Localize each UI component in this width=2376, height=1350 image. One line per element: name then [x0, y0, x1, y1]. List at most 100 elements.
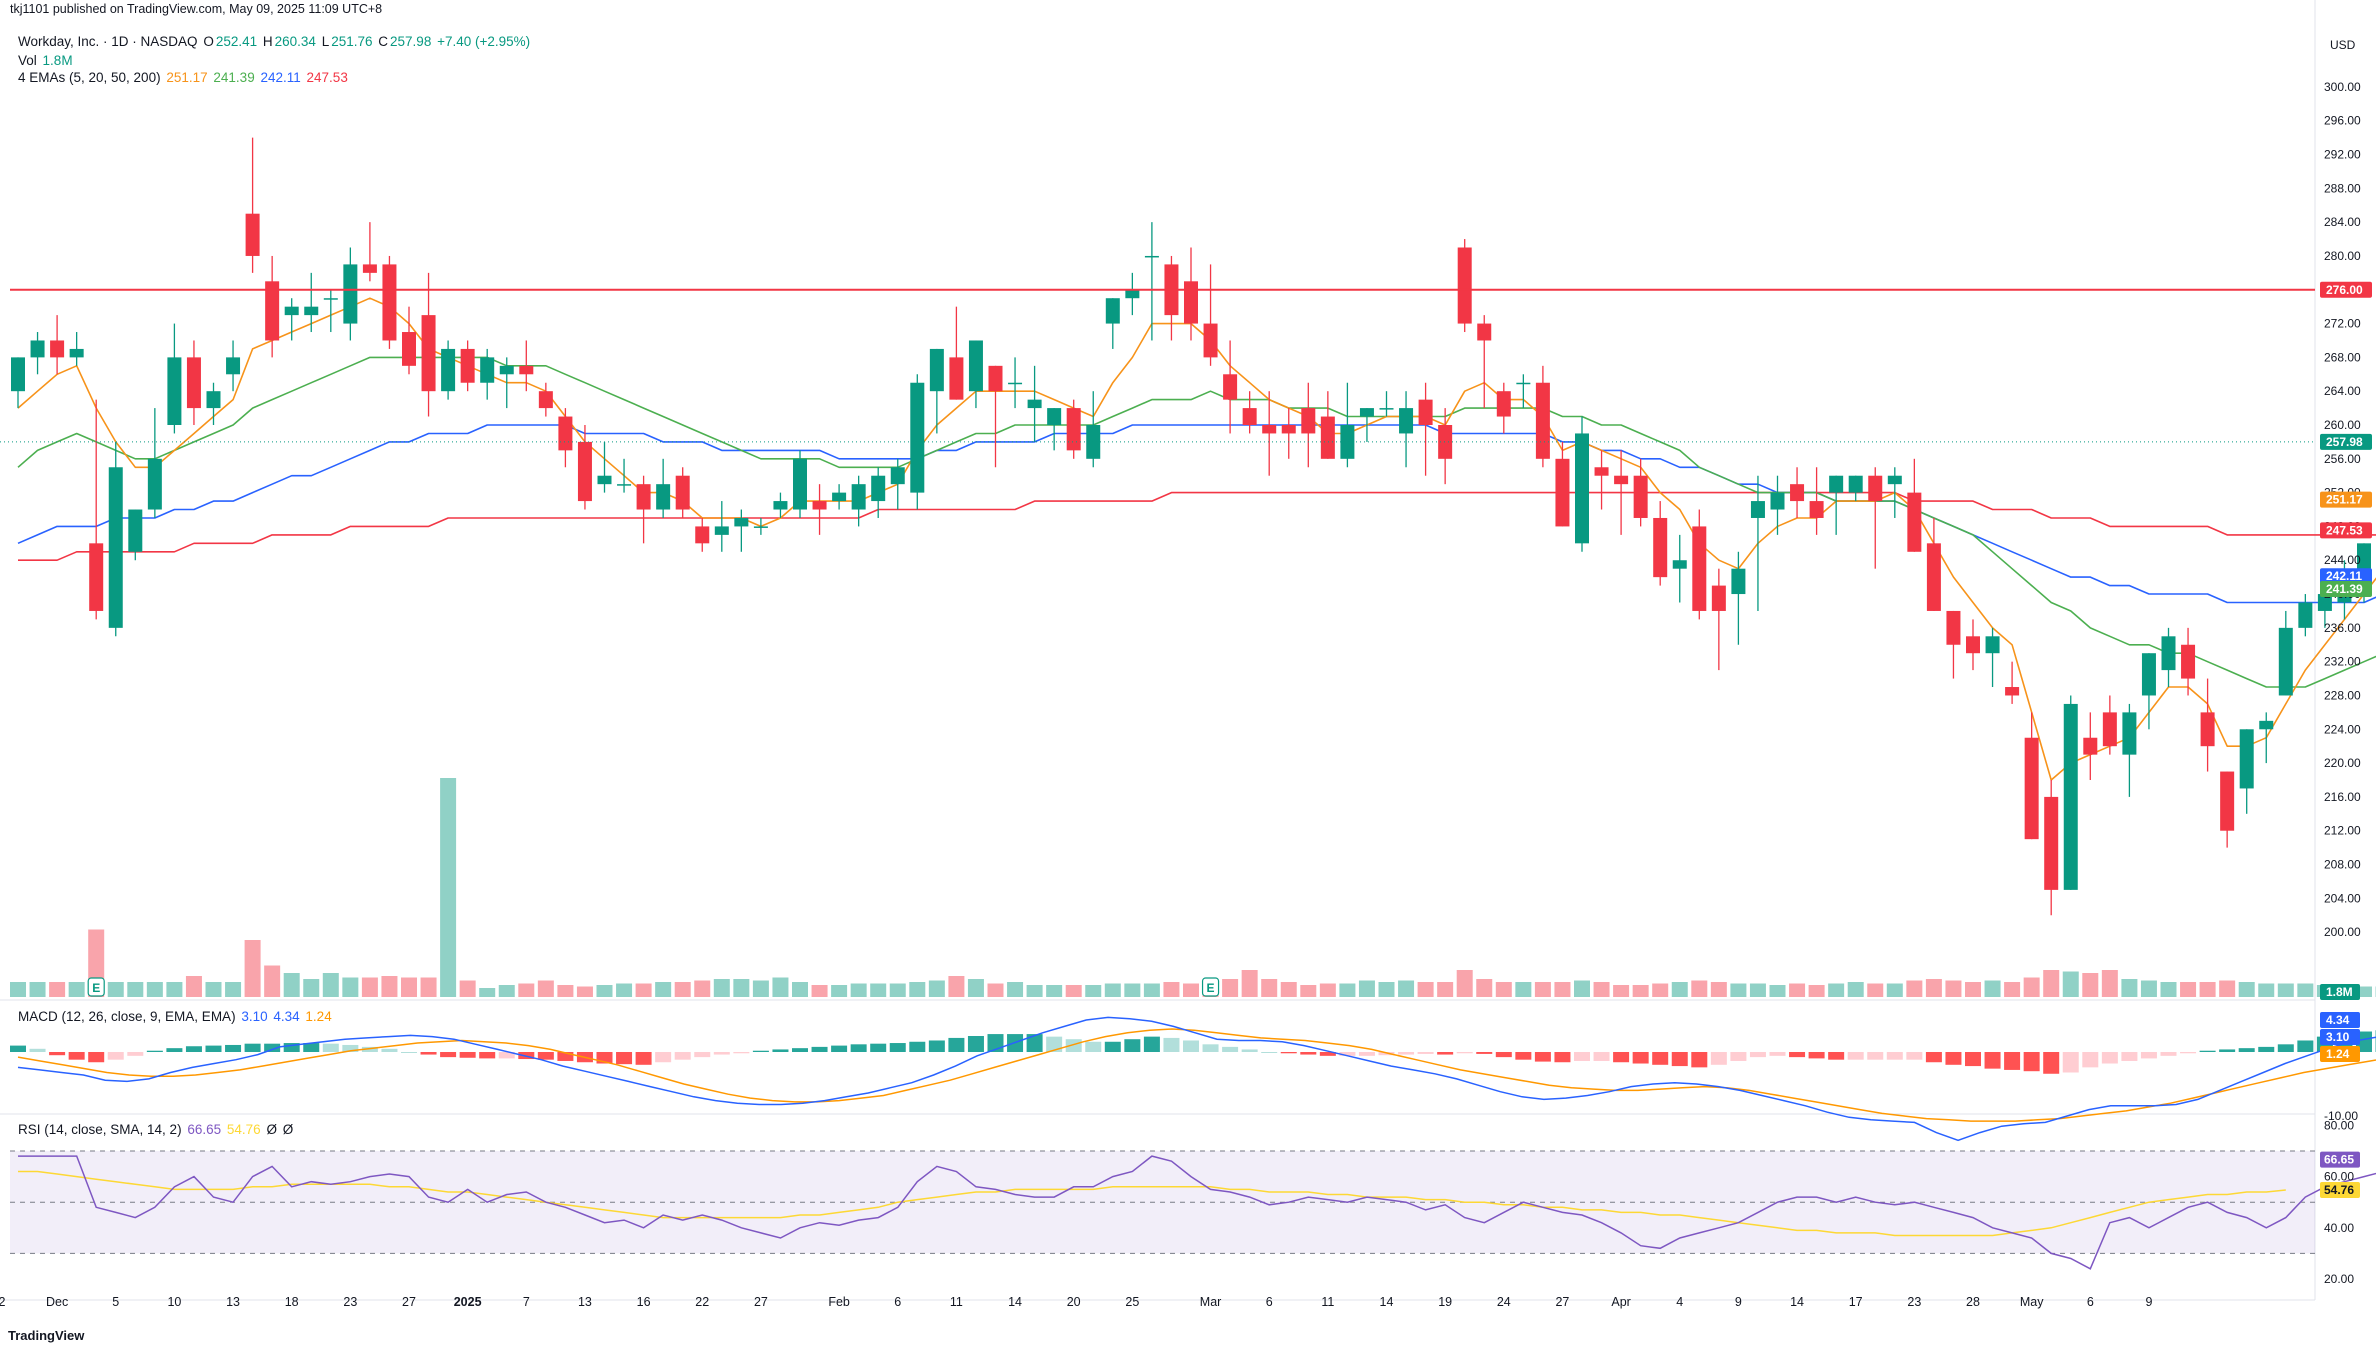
volume-bar: [772, 977, 789, 997]
candle-body: [1184, 281, 1198, 324]
ema50-axis-label: 242.11: [2326, 569, 2362, 583]
rsi-axis-label: 66.65: [2324, 1153, 2354, 1167]
ohlc-close: 257.98: [390, 34, 432, 49]
time-tick: 4: [1676, 1295, 1683, 1309]
macd-value: 4.34: [273, 1009, 300, 1024]
price-tick: 256.00: [2324, 452, 2361, 466]
candle-body: [519, 365, 534, 375]
candle-body: [1047, 408, 1062, 425]
volume-bar: [1319, 983, 1336, 997]
time-tick: 20: [1067, 1295, 1081, 1309]
rsi-axis-label-bg: [2320, 1182, 2360, 1199]
ema200-axis-label: 247.53: [2326, 523, 2363, 537]
volume-bar: [440, 778, 457, 997]
candle-body: [793, 458, 807, 510]
macd-hist-bar: [713, 1052, 730, 1055]
time-tick: 16: [637, 1295, 651, 1309]
volume-bar: [225, 982, 242, 997]
time-tick: 27: [402, 1295, 416, 1309]
macd-hist-bar: [1593, 1052, 1610, 1061]
macd-hist-bar: [2082, 1052, 2099, 1068]
time-tick: 2025: [454, 1295, 482, 1309]
macd-axis-label: 4.34: [2326, 1013, 2350, 1027]
macd-hist-bar: [537, 1052, 554, 1060]
volume-bar: [811, 985, 828, 997]
candle-body: [1848, 475, 1863, 493]
candle-body: [206, 391, 221, 409]
candle-body: [1692, 526, 1707, 611]
volume-bar: [2238, 982, 2255, 997]
candle-body: [460, 348, 475, 383]
macd-hist-bar: [1808, 1052, 1825, 1059]
volume-bar: [420, 977, 437, 997]
volume-bar: [1632, 985, 1649, 997]
currency-label[interactable]: USD: [2330, 38, 2356, 52]
candle-body: [1203, 323, 1218, 358]
volume-bar: [1495, 982, 1512, 997]
time-tick: 9: [2145, 1295, 2152, 1309]
candle-body: [2083, 737, 2098, 755]
time-tick: 22: [695, 1295, 709, 1309]
macd-hist-bar: [2101, 1052, 2118, 1064]
macd-hist-bar: [146, 1050, 163, 1052]
rsi-pane[interactable]: 80.00 60.00 40.00 20.00 66.65 54.76: [10, 1118, 2376, 1286]
macd-hist-bar: [1515, 1052, 1532, 1060]
macd-axis-label: 3.10: [2326, 1030, 2350, 1044]
volume-bar: [1925, 979, 1942, 997]
candle-body: [1438, 424, 1453, 459]
macd-pane[interactable]: 0-10.004.343.101.24: [10, 1012, 2376, 1142]
candle-body: [1399, 408, 1414, 434]
candle-body: [2005, 687, 2020, 696]
macd-hist-bar: [655, 1052, 672, 1063]
candle-body: [2357, 543, 2371, 569]
volume-bar: [537, 980, 554, 997]
candle-body: [1770, 492, 1785, 510]
volume-bar: [1085, 985, 1102, 997]
price-tick: 244.00: [2324, 553, 2361, 567]
candle-body: [1301, 408, 1316, 434]
volume-bar: [1007, 982, 1024, 997]
macd-hist-bar: [10, 1045, 26, 1052]
volume-bar: [1828, 983, 1845, 997]
time-tick: 6: [2087, 1295, 2094, 1309]
candle-body: [402, 332, 416, 366]
macd-hist-bar: [479, 1052, 496, 1059]
time-tick: Dec: [46, 1295, 68, 1309]
volume-bar: [1515, 982, 1532, 997]
candle-body: [108, 467, 123, 628]
candle-body: [1242, 408, 1257, 425]
macd-hist-bar: [185, 1046, 202, 1052]
price-tick: 296.00: [2324, 114, 2361, 128]
price-axis[interactable]: 300.00 296.00 292.00 288.00 284.00 280.00 276.…: [2320, 80, 2372, 1000]
price-tick: 288.00: [2324, 181, 2361, 195]
volume-bar: [2199, 982, 2216, 997]
macd-hist-bar: [1319, 1052, 1336, 1056]
time-tick: 6: [1266, 1295, 1273, 1309]
time-axis[interactable]: 22Dec510131823272025713162227Feb61114202…: [0, 1295, 2152, 1309]
candle-body: [1066, 408, 1081, 451]
volume-bar: [498, 985, 515, 997]
macd-hist-bar: [381, 1048, 398, 1052]
macd-hist-bar: [1339, 1052, 1356, 1056]
ohlc-o-label: O: [203, 34, 214, 49]
volume-bar: [1183, 983, 1199, 997]
macd-hist-bar: [2258, 1046, 2275, 1052]
candle-body: [1359, 408, 1374, 417]
volume-bar: [459, 980, 476, 997]
price-tick: 280.00: [2324, 249, 2361, 263]
macd-hist-bar: [1867, 1052, 1884, 1060]
ema5-value: 251.17: [166, 70, 208, 85]
earnings-marker-box: [87, 977, 105, 997]
time-tick: Mar: [1200, 1295, 1222, 1309]
time-tick: May: [2020, 1295, 2044, 1309]
macd-hist-bar: [1945, 1052, 1962, 1065]
candle-body: [1653, 517, 1668, 578]
candle-body: [1223, 374, 1238, 400]
price-tick: 212.00: [2324, 824, 2361, 838]
volume-legend: Vol 1.8M: [18, 53, 75, 68]
volume-bar: [2062, 971, 2079, 997]
macd-hist-bar: [1652, 1052, 1669, 1065]
price-tick: 232.00: [2324, 655, 2361, 669]
